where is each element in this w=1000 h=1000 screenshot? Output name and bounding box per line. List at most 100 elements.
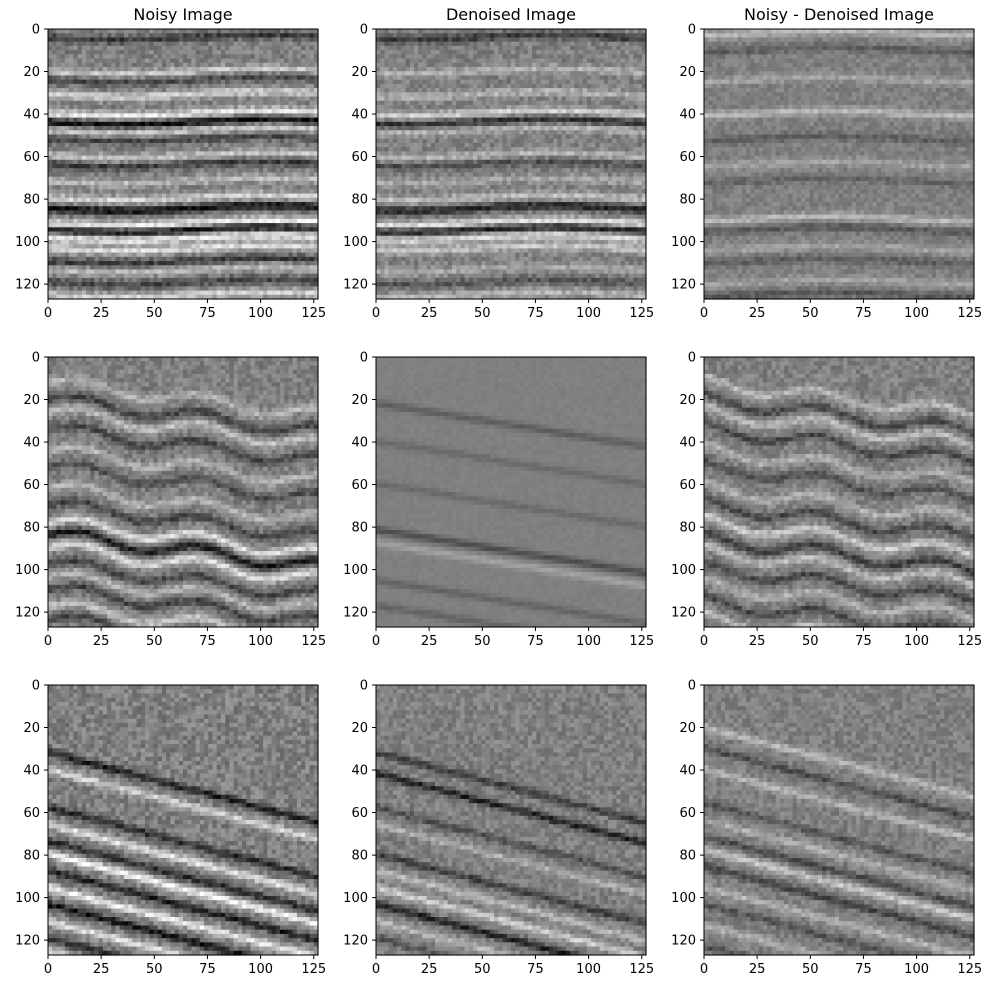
heatmap-cell: [213, 189, 218, 194]
heatmap-cell: [293, 278, 298, 283]
heatmap-cell: [384, 126, 389, 131]
heatmap-cell: [229, 42, 234, 47]
heatmap-cell: [149, 194, 154, 199]
heatmap-cell: [56, 134, 61, 139]
heatmap-cell: [65, 88, 70, 93]
heatmap-cell: [280, 185, 285, 190]
heatmap-cell: [414, 172, 419, 177]
heatmap-cell: [246, 282, 251, 287]
heatmap-cell: [276, 269, 281, 274]
heatmap-cell: [406, 160, 411, 165]
heatmap-cell: [401, 269, 406, 274]
heatmap-cell: [406, 59, 411, 64]
heatmap-cell: [393, 50, 398, 55]
heatmap-cell: [103, 118, 108, 123]
heatmap-cell: [401, 126, 406, 131]
heatmap-cell: [183, 181, 188, 186]
heatmap-cell: [427, 202, 432, 207]
heatmap-cell: [410, 274, 415, 279]
heatmap-cell: [99, 75, 104, 80]
heatmap-cell: [259, 134, 264, 139]
heatmap-cell: [191, 168, 196, 173]
heatmap-cell: [103, 257, 108, 262]
heatmap-cell: [204, 219, 209, 224]
heatmap-cell: [284, 232, 289, 237]
heatmap-cell: [48, 29, 53, 34]
heatmap-cell: [293, 71, 298, 76]
heatmap-cell: [145, 274, 150, 279]
heatmap-cell: [418, 151, 423, 156]
heatmap-cell: [132, 177, 137, 182]
heatmap-cell: [389, 274, 394, 279]
heatmap-cell: [276, 261, 281, 266]
heatmap-cell: [380, 210, 385, 215]
heatmap-cell: [297, 286, 302, 291]
heatmap-cell: [90, 71, 95, 76]
heatmap-cell: [103, 130, 108, 135]
heatmap-cell: [427, 59, 432, 64]
heatmap-cell: [141, 282, 146, 287]
heatmap-cell: [217, 206, 222, 211]
heatmap-cell: [99, 194, 104, 199]
heatmap-cell: [221, 248, 226, 253]
heatmap-cell: [276, 63, 281, 68]
heatmap-cell: [69, 151, 74, 156]
heatmap-cell: [297, 37, 302, 42]
heatmap-cell: [137, 253, 142, 258]
heatmap-cell: [422, 286, 427, 291]
heatmap-cell: [52, 130, 57, 135]
heatmap-cell: [94, 282, 99, 287]
heatmap-cell: [86, 274, 91, 279]
heatmap-cell: [410, 122, 415, 127]
heatmap-cell: [431, 113, 436, 118]
heatmap-cell: [246, 223, 251, 228]
heatmap-cell: [221, 126, 226, 131]
heatmap-cell: [393, 194, 398, 199]
heatmap-cell: [284, 156, 289, 161]
heatmap-cell: [107, 33, 112, 38]
heatmap-cell: [376, 122, 381, 127]
heatmap-cell: [380, 105, 385, 110]
heatmap-cell: [124, 151, 129, 156]
heatmap-cell: [288, 147, 293, 152]
heatmap-cell: [305, 63, 310, 68]
heatmap-cell: [246, 59, 251, 64]
heatmap-cell: [107, 101, 112, 106]
heatmap-cell: [183, 139, 188, 144]
heatmap-cell: [431, 88, 436, 93]
heatmap-cell: [78, 244, 83, 249]
heatmap-cell: [401, 248, 406, 253]
heatmap-cell: [384, 244, 389, 249]
heatmap-cell: [61, 202, 66, 207]
heatmap-cell: [103, 134, 108, 139]
heatmap-cell: [187, 147, 192, 152]
heatmap-cell: [380, 84, 385, 89]
heatmap-cell: [284, 206, 289, 211]
heatmap-cell: [90, 248, 95, 253]
heatmap-cell: [272, 122, 277, 127]
heatmap-cell: [48, 257, 53, 262]
heatmap-cell: [73, 248, 78, 253]
heatmap-cell: [229, 189, 234, 194]
heatmap-cell: [65, 71, 70, 76]
heatmap-cell: [175, 274, 180, 279]
heatmap-cell: [380, 198, 385, 203]
heatmap-cell: [397, 198, 402, 203]
heatmap-cell: [259, 46, 264, 51]
heatmap-cell: [116, 37, 121, 42]
heatmap-cell: [162, 227, 167, 232]
heatmap-cell: [52, 219, 57, 224]
heatmap-cell: [389, 63, 394, 68]
heatmap-cell: [280, 84, 285, 89]
heatmap-cell: [120, 215, 125, 220]
heatmap-cell: [259, 206, 264, 211]
heatmap-cell: [166, 244, 171, 249]
heatmap-cell: [61, 278, 66, 283]
heatmap-cell: [52, 269, 57, 274]
heatmap-cell: [187, 113, 192, 118]
heatmap-cell: [86, 122, 91, 127]
heatmap-cell: [414, 151, 419, 156]
heatmap-cell: [251, 189, 256, 194]
heatmap-cell: [305, 67, 310, 72]
heatmap-cell: [48, 172, 53, 177]
